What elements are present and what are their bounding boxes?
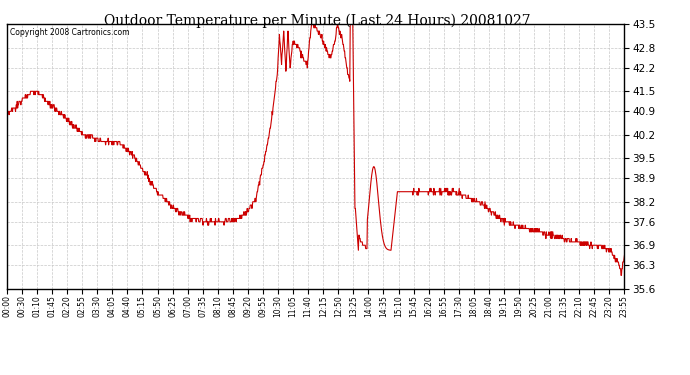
Text: Outdoor Temperature per Minute (Last 24 Hours) 20081027: Outdoor Temperature per Minute (Last 24 … — [104, 13, 531, 27]
Text: Copyright 2008 Cartronics.com: Copyright 2008 Cartronics.com — [10, 28, 130, 38]
